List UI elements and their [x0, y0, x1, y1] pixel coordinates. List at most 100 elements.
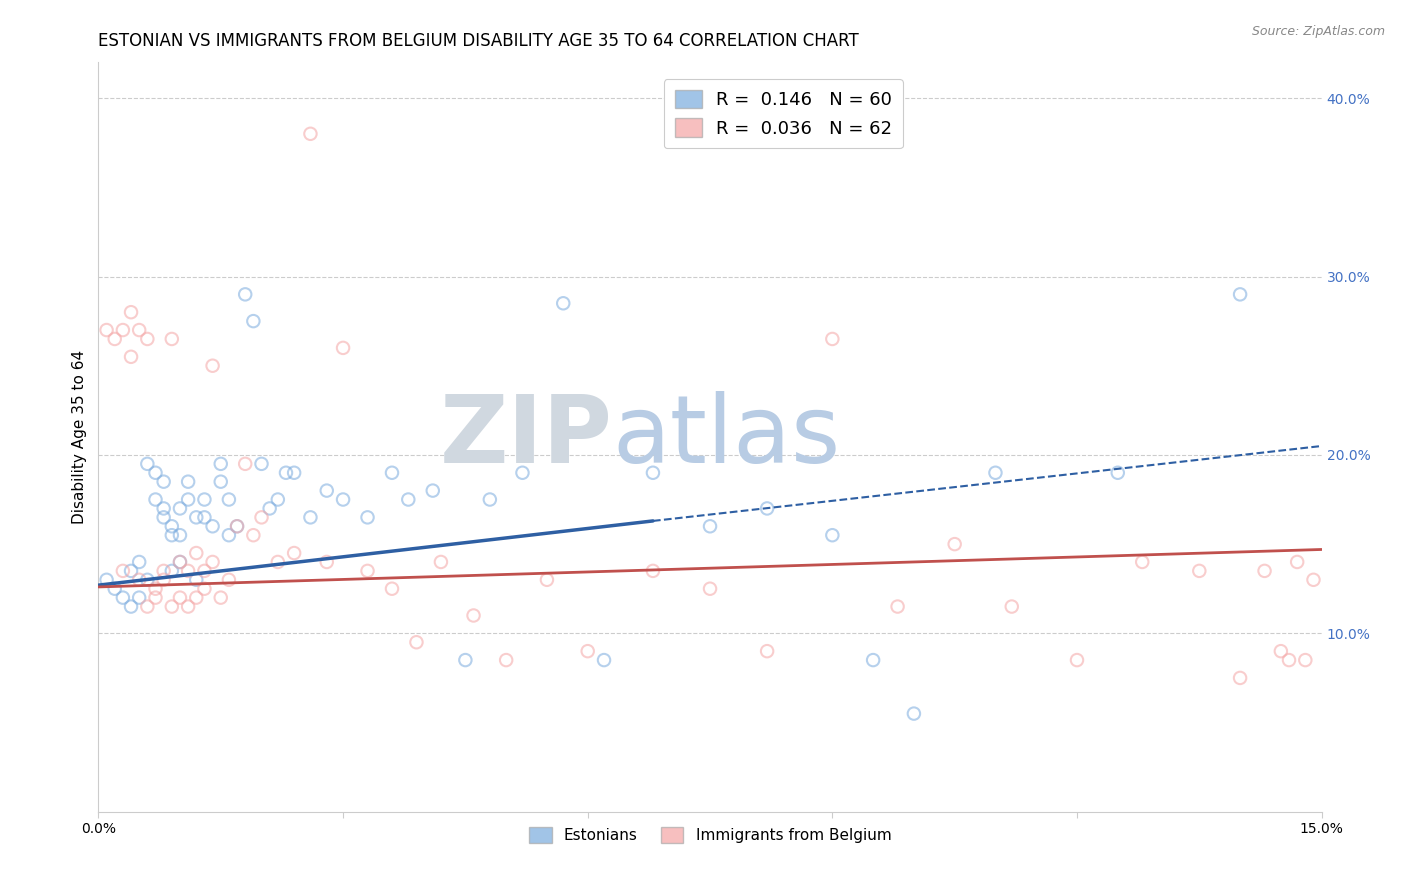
Point	[145, 591, 167, 605]
Point	[862, 653, 884, 667]
Point	[381, 466, 404, 480]
Point	[267, 492, 290, 507]
Point	[756, 644, 779, 658]
Point	[186, 573, 208, 587]
Point	[283, 546, 305, 560]
Point	[1001, 599, 1024, 614]
Point	[756, 501, 779, 516]
Point	[145, 466, 167, 480]
Point	[283, 466, 305, 480]
Point	[553, 296, 575, 310]
Point	[209, 457, 232, 471]
Point	[120, 350, 142, 364]
Point	[152, 510, 174, 524]
Point	[136, 573, 159, 587]
Point	[699, 582, 721, 596]
Point	[1188, 564, 1211, 578]
Point	[903, 706, 925, 721]
Point	[111, 591, 134, 605]
Point	[1278, 653, 1301, 667]
Point	[177, 599, 200, 614]
Point	[405, 635, 427, 649]
Point	[299, 127, 322, 141]
Text: Source: ZipAtlas.com: Source: ZipAtlas.com	[1251, 25, 1385, 38]
Text: atlas: atlas	[612, 391, 841, 483]
Point	[1130, 555, 1153, 569]
Point	[160, 519, 183, 533]
Point	[218, 528, 240, 542]
Point	[169, 555, 191, 569]
Point	[186, 510, 208, 524]
Point	[201, 359, 224, 373]
Point	[226, 519, 249, 533]
Point	[1286, 555, 1309, 569]
Point	[186, 546, 208, 560]
Point	[250, 457, 273, 471]
Point	[128, 555, 150, 569]
Point	[356, 510, 378, 524]
Point	[96, 323, 118, 337]
Point	[274, 466, 297, 480]
Point	[169, 501, 191, 516]
Point	[209, 591, 232, 605]
Point	[250, 510, 273, 524]
Point	[128, 323, 150, 337]
Point	[463, 608, 485, 623]
Point	[1229, 671, 1251, 685]
Point	[160, 564, 183, 578]
Point	[96, 573, 118, 587]
Point	[152, 564, 174, 578]
Point	[177, 492, 200, 507]
Point	[128, 573, 150, 587]
Point	[120, 599, 142, 614]
Point	[454, 653, 477, 667]
Point	[186, 591, 208, 605]
Point	[943, 537, 966, 551]
Point	[233, 457, 256, 471]
Point	[396, 492, 419, 507]
Legend: Estonians, Immigrants from Belgium: Estonians, Immigrants from Belgium	[523, 821, 897, 849]
Point	[1066, 653, 1088, 667]
Point	[267, 555, 290, 569]
Point	[1270, 644, 1292, 658]
Point	[160, 332, 183, 346]
Point	[242, 528, 264, 542]
Point	[821, 332, 844, 346]
Point	[169, 555, 191, 569]
Point	[104, 332, 127, 346]
Point	[120, 305, 142, 319]
Point	[201, 555, 224, 569]
Point	[332, 492, 354, 507]
Point	[177, 564, 200, 578]
Point	[136, 599, 159, 614]
Point	[886, 599, 908, 614]
Point	[193, 582, 215, 596]
Point	[536, 573, 558, 587]
Point	[193, 492, 215, 507]
Point	[104, 582, 127, 596]
Point	[218, 492, 240, 507]
Point	[641, 564, 664, 578]
Point	[169, 528, 191, 542]
Point	[160, 599, 183, 614]
Point	[111, 564, 134, 578]
Point	[201, 519, 224, 533]
Point	[1229, 287, 1251, 301]
Point	[226, 519, 249, 533]
Point	[177, 475, 200, 489]
Point	[145, 492, 167, 507]
Point	[152, 475, 174, 489]
Point	[512, 466, 534, 480]
Point	[332, 341, 354, 355]
Point	[218, 573, 240, 587]
Point	[495, 653, 517, 667]
Point	[193, 510, 215, 524]
Text: ESTONIAN VS IMMIGRANTS FROM BELGIUM DISABILITY AGE 35 TO 64 CORRELATION CHART: ESTONIAN VS IMMIGRANTS FROM BELGIUM DISA…	[98, 32, 859, 50]
Point	[111, 323, 134, 337]
Point	[152, 501, 174, 516]
Point	[699, 519, 721, 533]
Point	[430, 555, 453, 569]
Point	[422, 483, 444, 498]
Point	[593, 653, 616, 667]
Point	[1294, 653, 1316, 667]
